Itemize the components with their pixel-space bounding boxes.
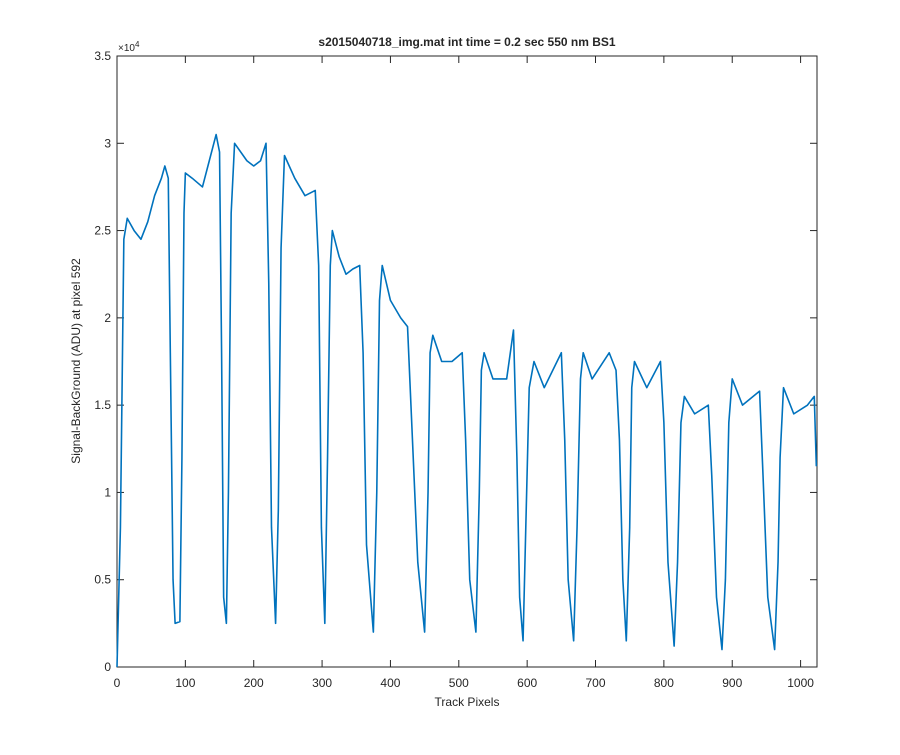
y-exponent: ×104 [118,40,140,54]
x-tick-label: 300 [312,676,332,690]
x-tick-label: 200 [244,676,264,690]
y-axis-label: Signal-BackGround (ADU) at pixel 592 [69,258,83,464]
x-tick-label: 400 [380,676,400,690]
y-exponent-power: 4 [135,40,140,49]
chart-title: s2015040718_img.mat int time = 0.2 sec 5… [318,35,616,49]
y-exponent-base: ×10 [118,43,135,54]
x-tick-label: 500 [449,676,469,690]
y-tick-label: 3 [104,136,111,150]
y-tick-label: 0.5 [94,573,111,587]
x-tick-label: 900 [722,676,742,690]
x-tick-label: 100 [175,676,195,690]
y-tick-label: 0 [104,660,111,674]
y-tick-label: 2 [104,311,111,325]
y-tick-label: 1 [104,485,111,499]
y-tick-label: 1.5 [94,398,111,412]
x-tick-label: 600 [517,676,537,690]
y-tick-label: 3.5 [94,49,111,63]
x-tick-label: 0 [114,676,121,690]
y-tick-label: 2.5 [94,224,111,238]
x-tick-label: 800 [654,676,674,690]
x-tick-label: 700 [586,676,606,690]
data-line [116,133,818,668]
x-axis-label: Track Pixels [435,695,500,709]
x-tick-label: 1000 [787,676,814,690]
